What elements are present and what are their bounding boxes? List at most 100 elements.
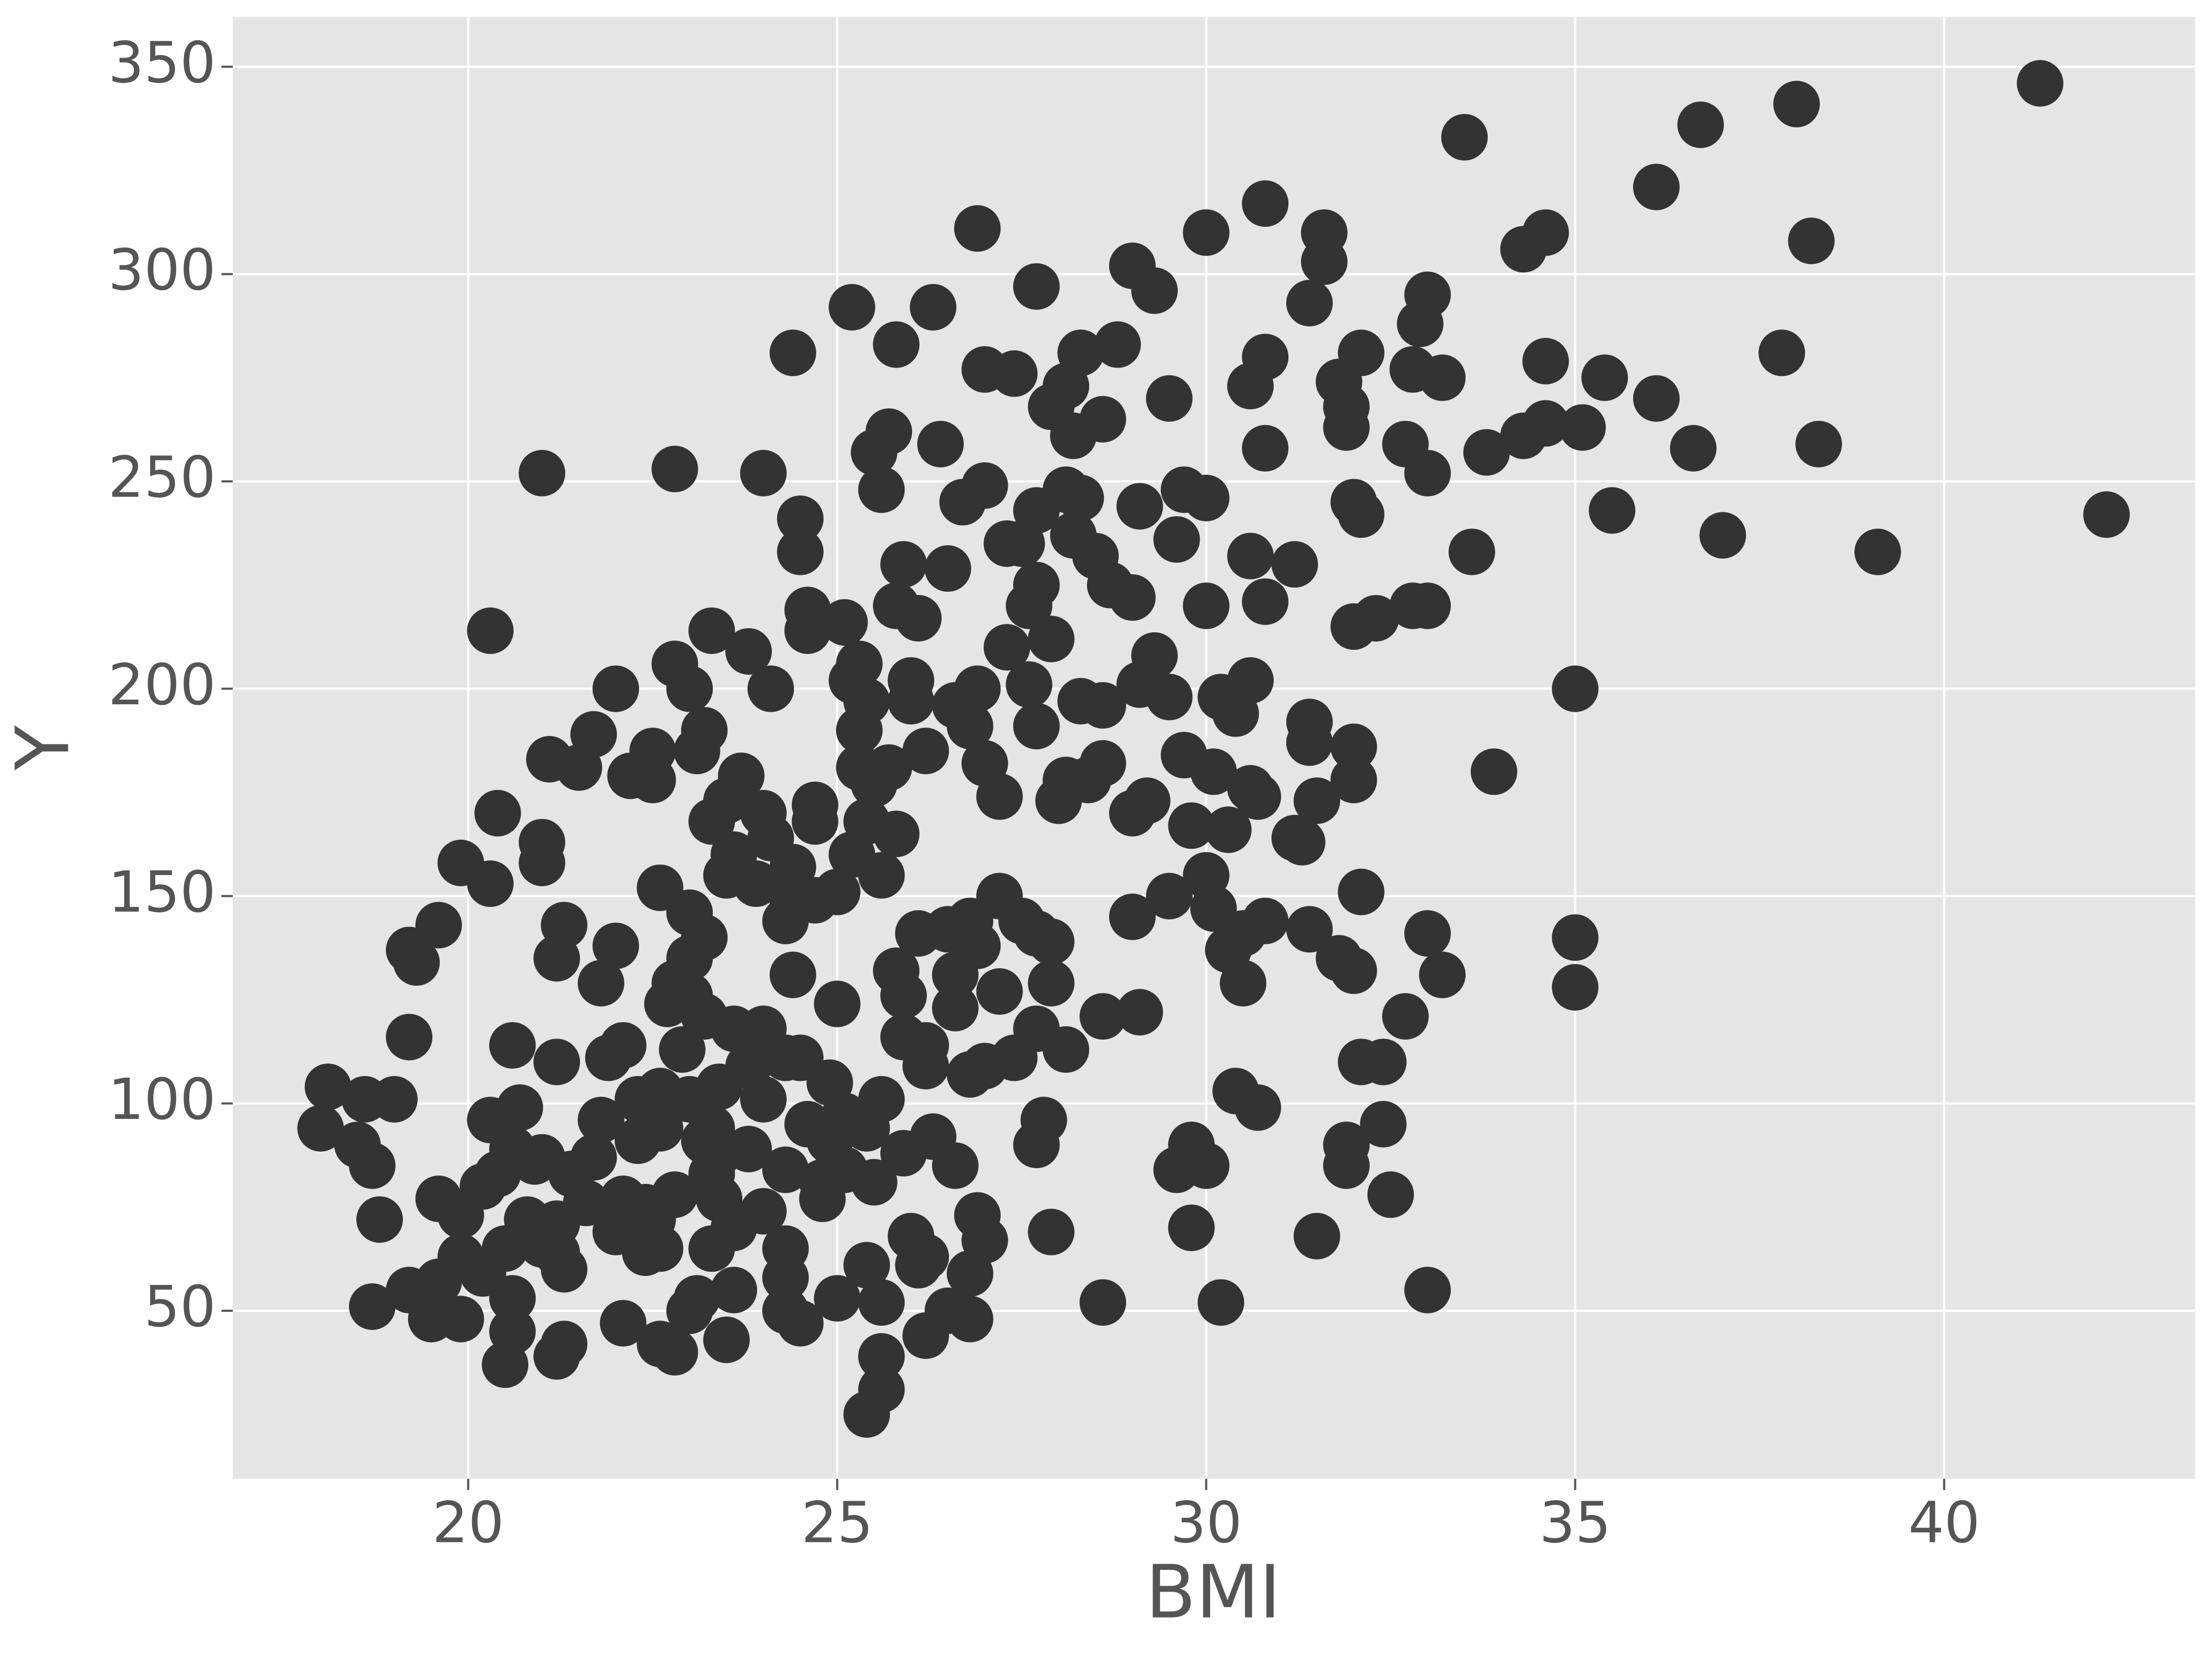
point [1043,1026,1090,1073]
point [1382,993,1429,1040]
point [1552,914,1599,961]
point [1330,723,1377,770]
point [843,1391,890,1438]
point [1404,1266,1451,1313]
point [688,1225,735,1272]
point [1323,1142,1370,1189]
point [1441,114,1488,161]
point [1242,425,1289,472]
point [814,1275,861,1322]
point [555,744,602,791]
point [836,706,883,754]
point [1286,906,1333,953]
point [1552,964,1599,1011]
point [1301,238,1348,285]
point [1286,719,1333,766]
point [888,678,935,725]
point [1633,163,1680,210]
point [821,599,868,646]
point [1470,748,1517,795]
point [895,910,942,957]
point [777,1300,824,1347]
point [482,1341,529,1388]
point [1581,354,1628,401]
point [1552,665,1599,712]
point [1227,363,1274,410]
point [909,284,957,331]
point [1699,512,1746,559]
point [732,860,780,907]
point [1028,918,1075,965]
point [1338,491,1385,538]
point [1153,516,1200,563]
point [762,1146,809,1193]
point [688,607,735,654]
point [1013,263,1060,310]
y-tick-label: 350 [108,30,216,96]
point [1293,1212,1340,1260]
point [1013,1122,1060,1169]
point [688,798,735,845]
point [1242,578,1289,625]
point [1183,582,1230,629]
point [1116,483,1163,530]
point [1131,267,1178,314]
point [799,1175,846,1223]
point [1212,690,1259,737]
point [1293,777,1340,824]
x-tick-label: 20 [432,1491,504,1556]
point [651,1329,698,1376]
point [747,665,794,712]
point [954,205,1001,252]
point [474,789,521,837]
point [489,1275,536,1322]
point [385,1014,432,1061]
point [851,429,898,476]
point [902,1312,950,1359]
point [1360,1039,1407,1086]
point [1670,425,1717,472]
point [1006,661,1053,708]
point [1050,412,1097,460]
point [740,1076,787,1123]
point [1116,989,1163,1036]
point [1183,209,1230,256]
point [1404,449,1451,497]
point [1080,682,1127,729]
point [880,1129,927,1177]
point [1397,300,1444,347]
point [769,329,816,376]
point [946,1250,993,1297]
point [1367,1171,1414,1218]
point [769,843,816,890]
point [1500,412,1547,460]
point [644,980,691,1027]
point [1773,80,1820,127]
y-tick-label: 300 [108,238,216,304]
point [585,1034,632,1081]
point [305,1063,352,1110]
point [1057,474,1104,521]
point [858,1279,905,1326]
point [629,757,676,804]
point [651,445,698,492]
point [1788,217,1835,264]
point [519,839,566,886]
point [1404,910,1451,957]
point [725,628,772,675]
point [1323,404,1370,451]
point [784,607,831,654]
point [998,520,1045,567]
point [1146,872,1193,920]
point [1286,280,1333,327]
point [1522,337,1569,385]
point [1404,582,1451,629]
point [1116,661,1163,708]
y-axis-label: Y [0,725,86,771]
point [1463,429,1510,476]
point [533,1333,580,1380]
point [1448,528,1496,575]
point [924,545,971,592]
point [895,1242,942,1289]
